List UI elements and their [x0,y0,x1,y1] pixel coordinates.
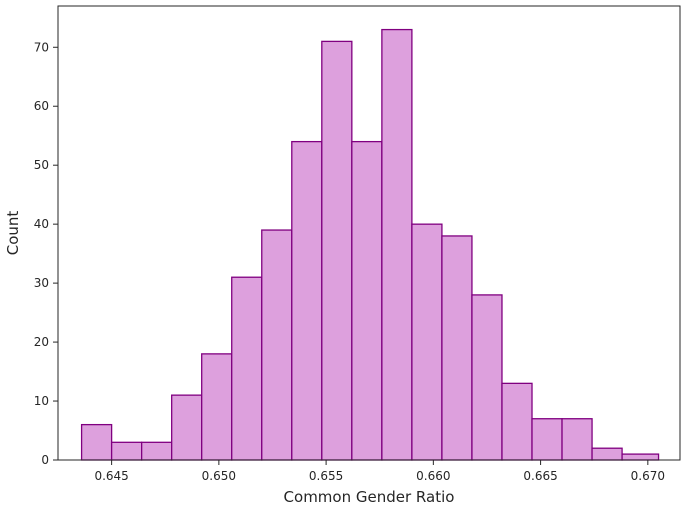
histogram-bar [110,441,143,461]
x-tick-label: 0.655 [309,469,343,483]
x-tick-label: 0.650 [202,469,236,483]
plot-frame [57,5,681,461]
histogram-bar [140,441,173,461]
histogram-bar [291,140,323,461]
histogram-bar [231,276,263,461]
histogram-bar [80,423,113,461]
y-tick-label: 30 [34,276,49,290]
histogram-bar [171,394,203,461]
y-axis-ticks: 0 10 20 30 40 50 60 70 [34,40,58,467]
y-tick-label: 60 [34,99,49,113]
y-tick-label: 70 [34,40,49,54]
histogram-bar [501,382,533,461]
x-tick-label: 0.660 [416,469,450,483]
y-tick-label: 10 [34,394,49,408]
x-axis-label: Common Gender Ratio [284,488,455,506]
histogram-bar [381,28,413,461]
bars-layer [80,28,660,461]
histogram-bar [321,40,353,461]
x-axis-ticks: 0.645 0.650 0.655 0.660 0.665 0.670 [94,460,665,483]
y-axis-label: Count [4,211,22,256]
x-tick-label: 0.645 [94,469,128,483]
y-tick-label: 40 [34,217,49,231]
y-tick-label: 0 [41,453,49,467]
histogram-bar [351,140,383,461]
y-tick-label: 50 [34,158,49,172]
x-tick-label: 0.665 [523,469,557,483]
histogram-bar [441,235,473,461]
histogram-bar [561,418,593,461]
histogram-bar [201,353,233,461]
histogram-bar [591,447,623,461]
histogram-bar [261,229,293,461]
histogram-bar [411,223,443,461]
y-tick-label: 20 [34,335,49,349]
histogram-bar [471,294,503,461]
histogram-bar [531,418,563,461]
histogram-bar [621,453,660,461]
x-tick-label: 0.670 [631,469,665,483]
